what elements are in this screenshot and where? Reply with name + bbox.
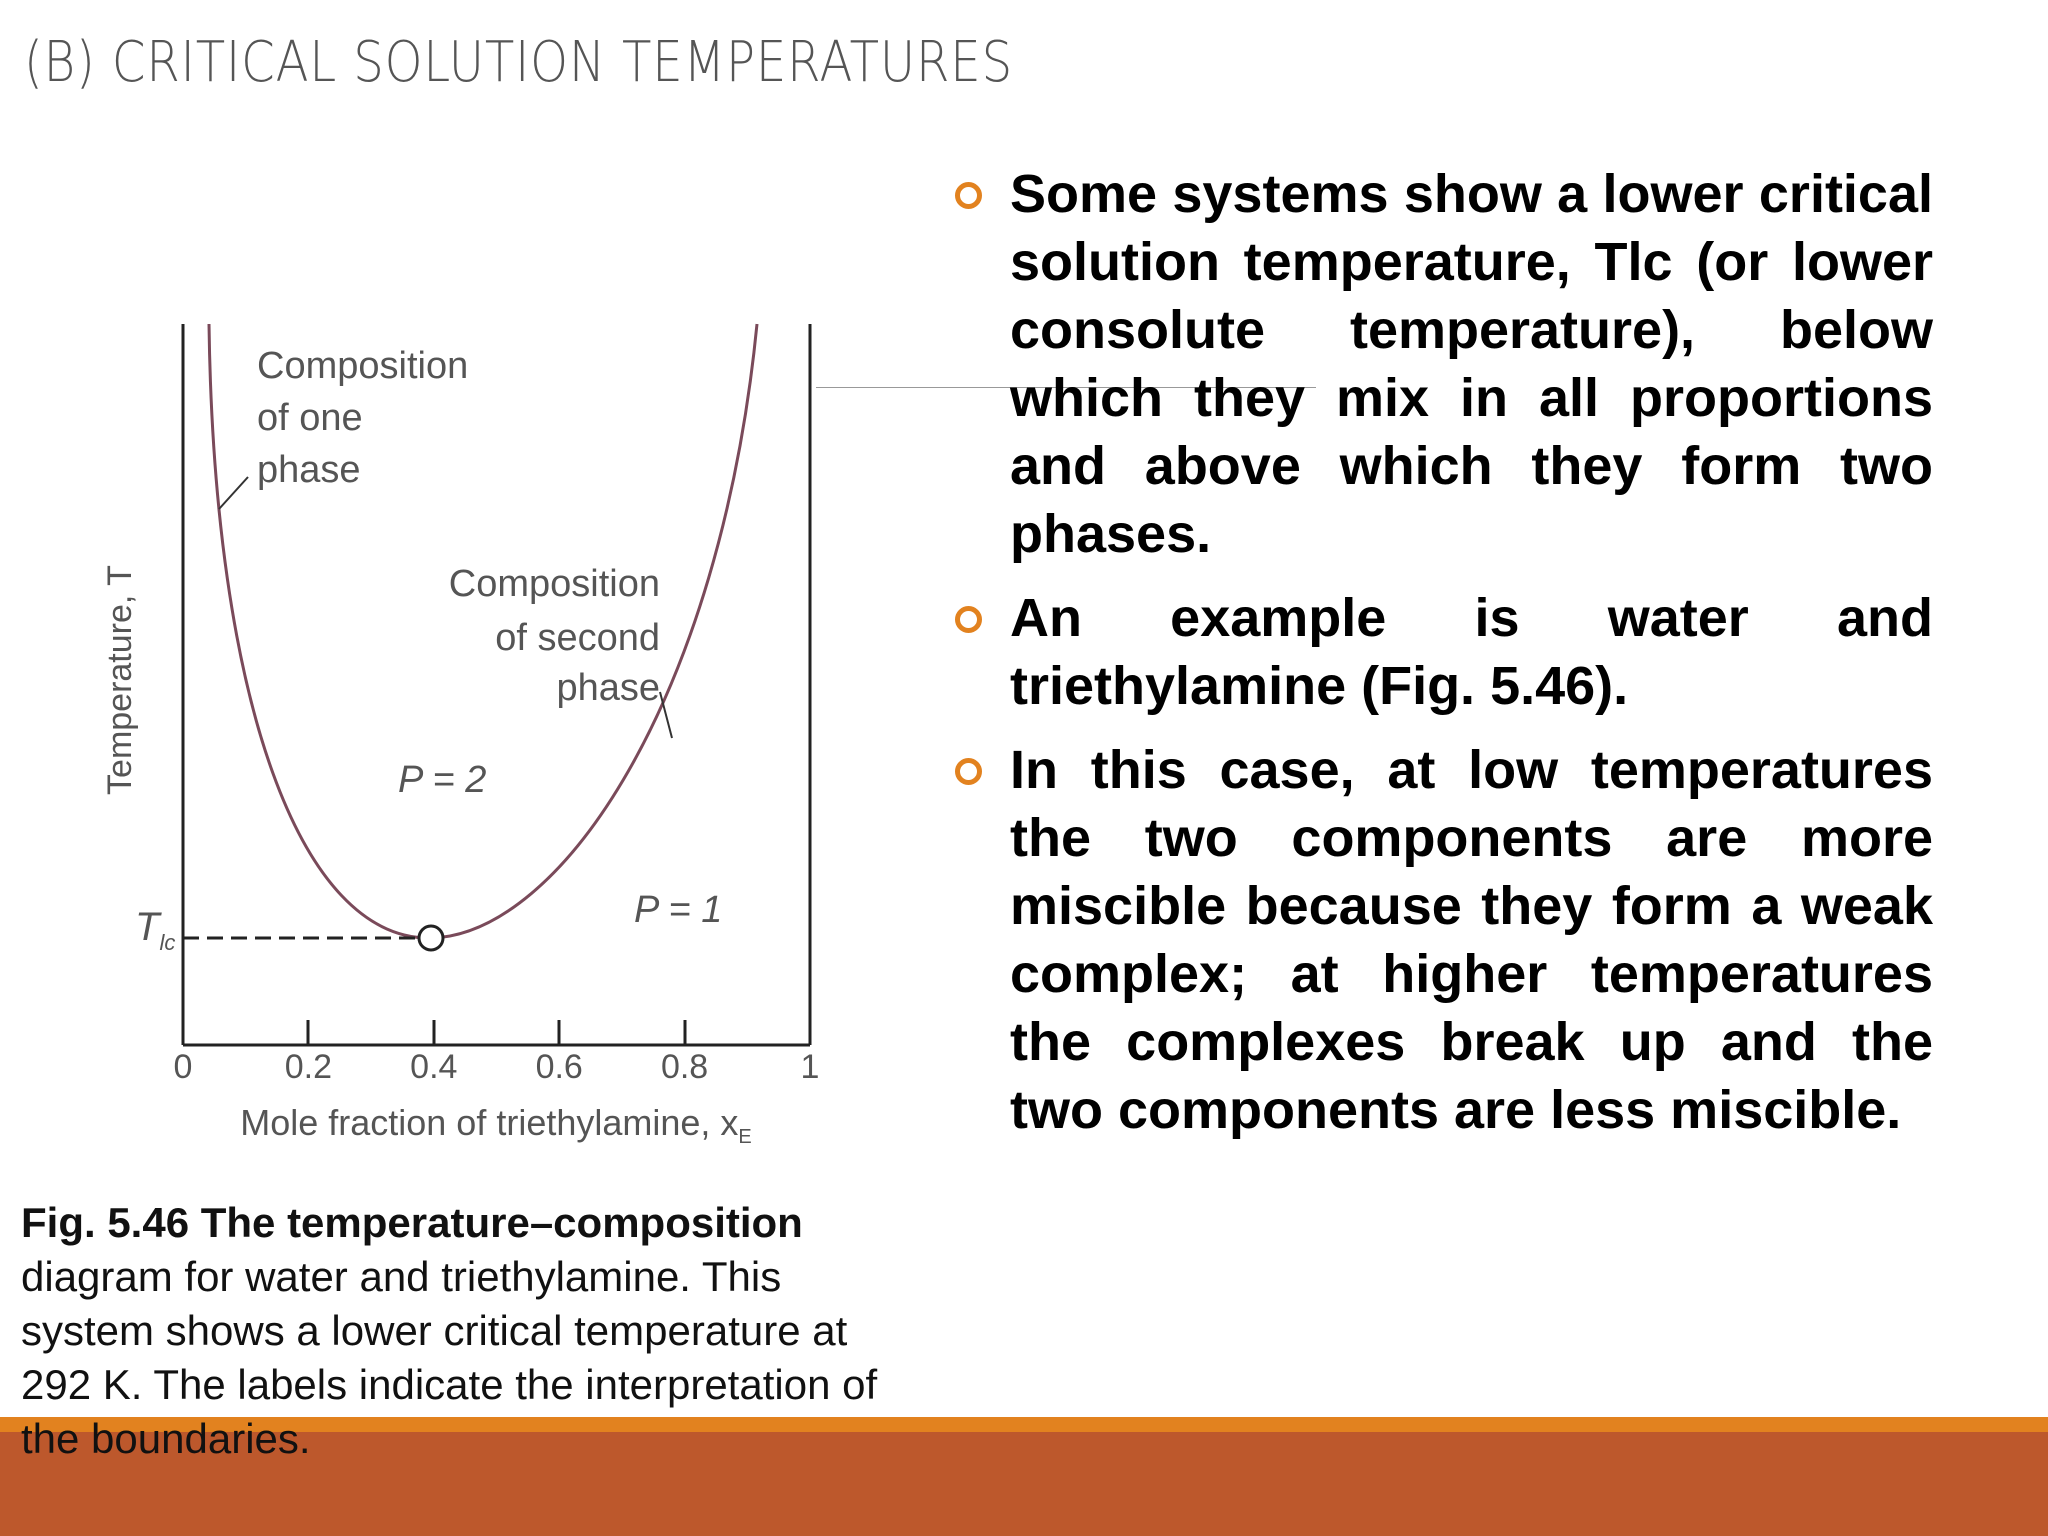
- figure: Temperature, T Tlc Composition of one ph…: [101, 323, 820, 1148]
- footer-bar: [0, 1432, 2048, 1536]
- y-axis-label: Temperature, T: [101, 565, 139, 795]
- x-tick-label: 0.8: [661, 1048, 708, 1086]
- x-tick-label: 0.6: [536, 1048, 583, 1086]
- phase-one-label: phase: [257, 449, 361, 491]
- tlc-label: Tlc: [135, 905, 175, 955]
- x-tick-label: 1: [801, 1048, 820, 1086]
- caption-label: Fig. 5.46 The temperature–composition: [21, 1199, 803, 1246]
- x-tick-label: 0: [174, 1048, 193, 1086]
- bullet-item: An example is water and triethylamine (F…: [950, 584, 1933, 720]
- x-tick-label: 0.2: [285, 1048, 332, 1086]
- figure-caption: Fig. 5.46 The temperature–composition di…: [21, 1196, 883, 1466]
- phase-one-label: of one: [257, 397, 363, 439]
- caption-text: diagram for water and triethylamine. Thi…: [21, 1253, 878, 1462]
- x-ticks: [306, 1020, 687, 1045]
- bullet-item: In this case, at low temperatures the tw…: [950, 736, 1933, 1144]
- bullet-list: Some systems show a lower critical solut…: [950, 160, 1933, 1160]
- phase-two-label: Composition: [449, 563, 660, 605]
- region-label: P = 1: [634, 889, 722, 931]
- x-tick-label: 0.4: [410, 1048, 457, 1086]
- phase-one-label: Composition: [257, 345, 468, 387]
- divider-line: [816, 387, 1316, 388]
- phase-two-label: of second: [495, 617, 660, 659]
- pointer: [218, 476, 249, 510]
- x-axis-label: Mole fraction of triethylamine, xE: [240, 1102, 752, 1148]
- footer-stripe: [0, 1417, 2048, 1432]
- bullet-item: Some systems show a lower critical solut…: [950, 160, 1933, 568]
- critical-point: [417, 924, 445, 952]
- region-label: P = 2: [398, 759, 486, 801]
- pointer: [659, 691, 673, 739]
- slide-title: (B) CRITICAL SOLUTION TEMPERATURES: [24, 30, 1014, 95]
- phase-two-label: phase: [556, 667, 660, 709]
